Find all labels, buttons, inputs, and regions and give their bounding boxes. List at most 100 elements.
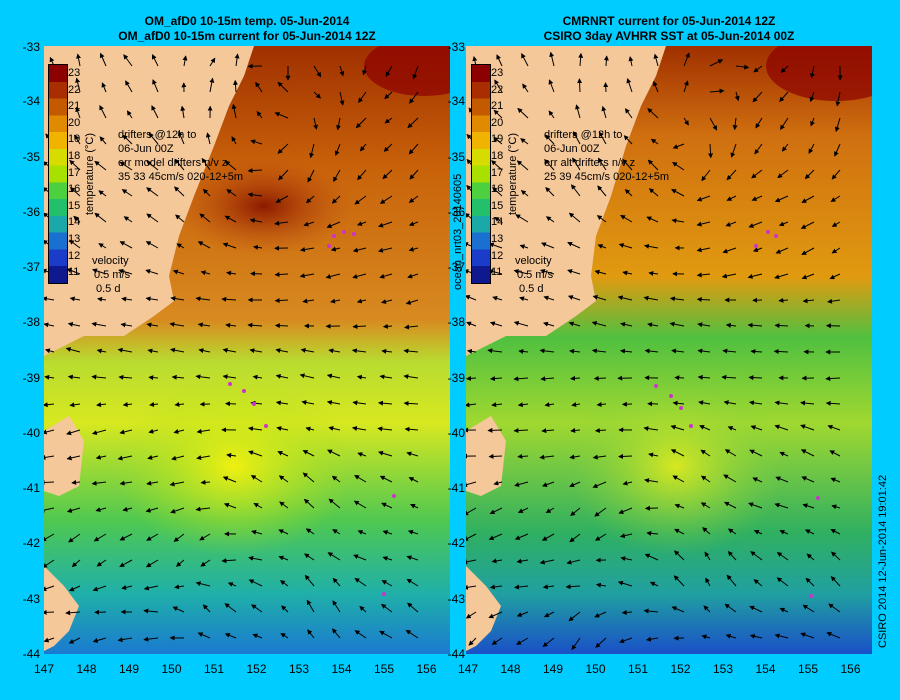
current-arrow	[806, 553, 815, 561]
current-arrow	[224, 160, 237, 171]
current-arrow	[354, 474, 367, 483]
current-arrow	[279, 501, 289, 509]
current-arrow	[620, 214, 633, 223]
current-arrow	[143, 636, 159, 642]
current-arrow	[231, 103, 237, 119]
current-arrow	[569, 454, 581, 460]
current-arrow	[489, 321, 503, 327]
current-arrow	[119, 161, 133, 171]
current-arrow	[351, 426, 367, 431]
current-arrow	[353, 554, 367, 561]
current-arrow	[355, 117, 367, 129]
current-arrow	[384, 117, 393, 124]
current-arrow	[332, 577, 341, 587]
lon-tick-label: 153	[288, 662, 310, 676]
current-arrow	[253, 502, 263, 509]
lon-tick-label: 147	[457, 662, 479, 676]
current-arrow	[800, 221, 815, 229]
current-arrow	[539, 559, 555, 565]
current-arrow	[209, 77, 215, 93]
current-arrow	[571, 637, 581, 651]
current-arrow	[725, 633, 737, 639]
current-arrow	[66, 429, 81, 436]
current-arrow	[173, 533, 185, 542]
current-arrow	[802, 298, 815, 304]
current-arrow	[594, 269, 607, 275]
current-arrow	[825, 400, 841, 406]
current-arrow	[44, 637, 55, 643]
current-arrow	[594, 611, 607, 618]
current-arrow	[274, 112, 289, 119]
current-arrow	[750, 425, 763, 431]
current-arrow	[332, 600, 341, 613]
lon-tick-label: 151	[627, 662, 649, 676]
current-arrow	[488, 453, 503, 459]
current-arrow	[466, 402, 477, 408]
current-arrow	[125, 80, 133, 93]
current-arrow	[303, 221, 315, 227]
current-arrow	[354, 577, 367, 587]
current-arrow	[278, 169, 289, 181]
current-arrow	[354, 630, 367, 639]
current-arrow	[98, 243, 107, 249]
current-arrow	[94, 212, 107, 223]
current-arrow	[700, 502, 711, 509]
current-arrow	[175, 559, 185, 567]
current-arrow	[701, 169, 711, 182]
current-arrow	[519, 244, 529, 250]
current-arrow	[804, 529, 815, 535]
current-arrow	[489, 584, 503, 590]
lat-tick-label: -41	[447, 481, 465, 496]
current-arrow	[753, 65, 763, 73]
left-colorbar	[48, 64, 68, 284]
current-arrow	[332, 529, 341, 535]
current-arrow	[331, 628, 341, 639]
current-arrow	[800, 449, 815, 457]
current-arrow	[147, 454, 159, 460]
current-arrow	[226, 270, 237, 276]
current-arrow	[567, 241, 581, 249]
current-arrow	[545, 216, 555, 223]
current-arrow	[777, 169, 789, 179]
current-arrow	[380, 299, 393, 304]
left-drifters	[228, 230, 396, 596]
current-arrow	[95, 454, 107, 460]
lat-tick-label: -39	[22, 370, 40, 385]
left-title-line1: OM_afD0 10-15m temp. 05-Jun-2014	[144, 14, 350, 28]
current-arrow	[650, 138, 659, 145]
current-arrow	[643, 295, 659, 301]
drifter-marker	[766, 230, 770, 234]
current-arrow	[774, 502, 789, 509]
current-arrow	[566, 559, 581, 565]
current-arrow	[835, 91, 841, 107]
current-arrow	[592, 295, 607, 301]
current-arrow	[697, 374, 711, 380]
current-arrow	[809, 65, 815, 79]
current-arrow	[69, 402, 81, 408]
current-arrow	[466, 507, 477, 516]
current-arrow	[221, 296, 237, 302]
current-arrow	[649, 581, 659, 587]
current-arrow	[118, 268, 133, 275]
left-velocity-legend: velocity 0.5 m/s 0.5 d	[92, 255, 131, 295]
current-arrow	[301, 400, 315, 405]
current-arrow	[597, 157, 607, 171]
current-arrow	[224, 401, 237, 407]
current-arrow	[352, 273, 367, 279]
current-arrow	[543, 611, 555, 618]
current-arrow	[313, 65, 322, 78]
current-arrow	[730, 143, 737, 158]
current-arrow	[330, 246, 341, 252]
colorbar-tick-label: 15	[491, 199, 504, 212]
current-arrow	[382, 530, 393, 535]
current-arrow	[683, 117, 689, 126]
current-arrow	[648, 452, 659, 458]
current-arrow	[517, 402, 529, 408]
current-arrow	[780, 65, 789, 73]
current-arrow	[644, 348, 659, 354]
current-arrow	[174, 584, 185, 590]
flinders-island	[466, 416, 506, 496]
current-arrow	[644, 553, 659, 561]
current-arrow	[489, 376, 503, 382]
current-arrow	[466, 375, 477, 381]
